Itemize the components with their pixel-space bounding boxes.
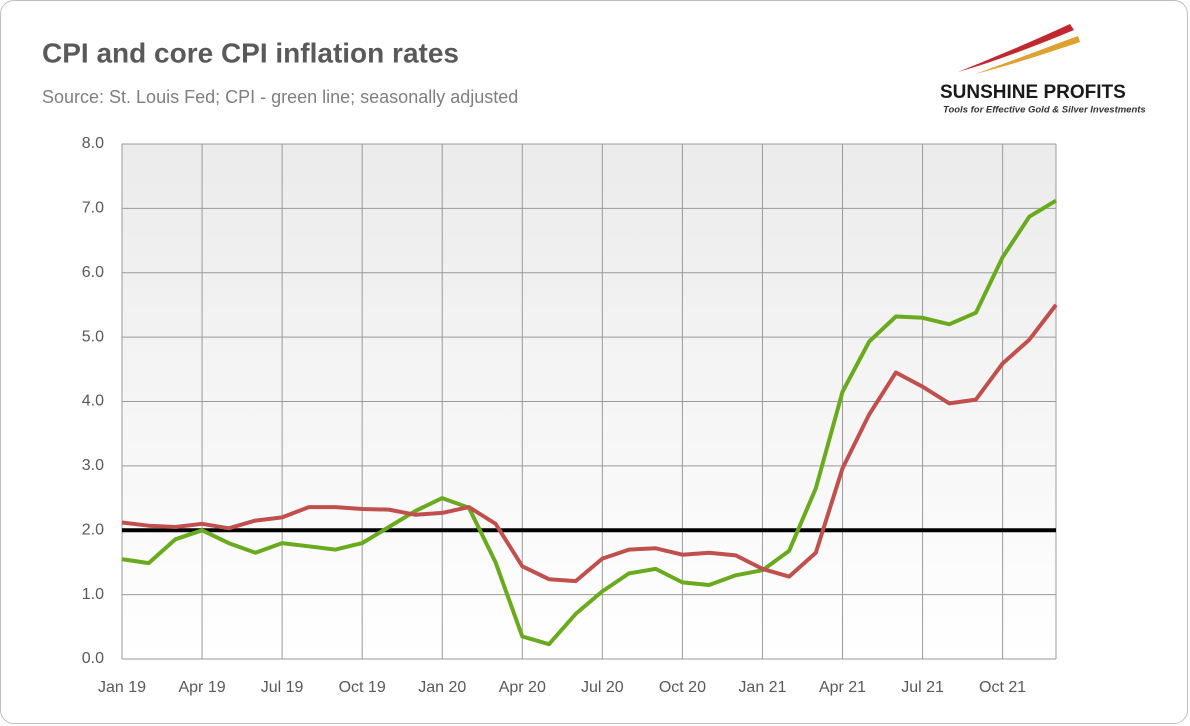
x-tick-label: Apr 19 xyxy=(178,679,225,696)
y-tick-label: 2.0 xyxy=(82,521,104,538)
series-line xyxy=(121,303,1058,584)
x-tick-label: Oct 19 xyxy=(339,679,386,696)
x-tick-label: Oct 20 xyxy=(659,679,706,696)
x-tick-label: Apr 20 xyxy=(499,679,546,696)
y-tick-label: 0.0 xyxy=(82,650,104,667)
logo: SUNSHINE PROFITS Tools for Effective Gol… xyxy=(940,24,1146,116)
y-tick-label: 4.0 xyxy=(82,393,104,410)
logo-name: SUNSHINE PROFITS xyxy=(940,82,1126,103)
logo-tagline: Tools for Effective Gold & Silver Invest… xyxy=(943,105,1146,116)
x-tick-label: Jul 21 xyxy=(901,679,944,696)
chart-title: CPI and core CPI inflation rates xyxy=(42,37,459,68)
series-line xyxy=(121,198,1058,647)
x-tick-label: Jan 20 xyxy=(418,679,466,696)
y-tick-label: 1.0 xyxy=(82,586,104,603)
y-tick-label: 3.0 xyxy=(82,457,104,474)
y-tick-label: 8.0 xyxy=(82,135,104,152)
logo-swoosh xyxy=(975,36,1080,74)
y-tick-label: 7.0 xyxy=(82,200,104,217)
chart-subtitle: Source: St. Louis Fed; CPI - green line;… xyxy=(42,87,518,107)
y-tick-label: 5.0 xyxy=(82,328,104,345)
x-tick-label: Jul 20 xyxy=(581,679,624,696)
y-tick-label: 6.0 xyxy=(82,264,104,281)
x-tick-label: Apr 21 xyxy=(819,679,866,696)
x-tick-label: Jan 19 xyxy=(98,679,146,696)
x-tick-label: Jan 21 xyxy=(738,679,786,696)
x-tick-label: Oct 21 xyxy=(979,679,1026,696)
logo-swoosh xyxy=(958,24,1074,72)
x-tick-label: Jul 19 xyxy=(261,679,304,696)
